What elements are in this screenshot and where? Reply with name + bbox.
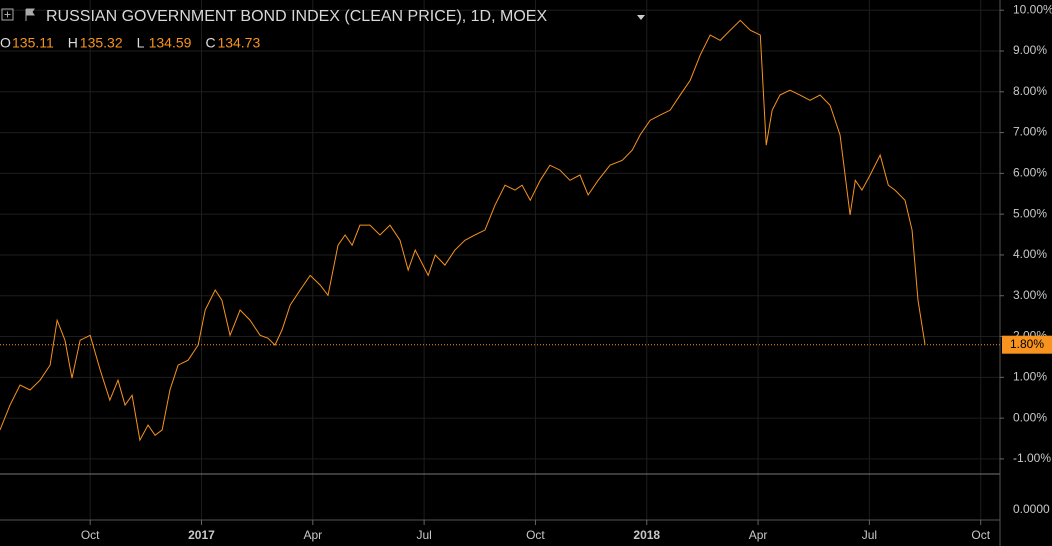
lower-pane-tick-label: 0.0000 (1013, 502, 1050, 516)
ohlc-value: 134.59 (149, 35, 192, 51)
y-tick-label: 5.00% (1013, 206, 1047, 220)
chart-title: RUSSIAN GOVERNMENT BOND INDEX (CLEAN PRI… (46, 8, 547, 25)
dropdown-arrow[interactable] (637, 15, 645, 20)
ohlc-key: C (205, 35, 215, 51)
x-tick-label: Oct (526, 528, 545, 542)
y-tick-label: 3.00% (1013, 288, 1047, 302)
ohlc-legend: O 135.11 H 135.32 L 134.59 C 134.73 (0, 35, 260, 51)
y-tick-label: 6.00% (1013, 166, 1047, 180)
last-value-label: 1.80% (1010, 337, 1044, 351)
y-tick-label: 8.00% (1013, 84, 1047, 98)
y-tick-label: -1.00% (1013, 451, 1051, 465)
ohlc-key: H (68, 35, 78, 51)
y-tick-label: 10.00% (1013, 2, 1052, 16)
ohlc-key: L (137, 35, 145, 51)
expand-icon-plus (4, 11, 11, 18)
y-tick-label: 7.00% (1013, 125, 1047, 139)
ohlc-key: O (0, 35, 11, 51)
y-tick-label: 1.00% (1013, 369, 1047, 383)
price-line (0, 19, 926, 442)
ohlc-value: 134.73 (217, 35, 260, 51)
x-tick-label: 2018 (633, 528, 660, 542)
x-tick-label: Apr (303, 528, 322, 542)
x-tick-label: Apr (749, 528, 768, 542)
ohlc-value: 135.11 (12, 35, 54, 51)
x-tick-label: Oct (971, 528, 990, 542)
x-tick-label: Jul (416, 528, 431, 542)
expand-icon[interactable] (1, 8, 14, 21)
x-tick-label: 2017 (188, 528, 215, 542)
y-tick-label: 0.00% (1013, 410, 1047, 424)
y-tick-label: 4.00% (1013, 247, 1047, 261)
x-tick-label: Jul (862, 528, 877, 542)
y-tick-label: 9.00% (1013, 43, 1047, 57)
flag-icon[interactable] (25, 8, 35, 21)
x-tick-label: Oct (81, 528, 100, 542)
ohlc-value: 135.32 (80, 35, 123, 51)
last-value-box (1002, 335, 1052, 354)
